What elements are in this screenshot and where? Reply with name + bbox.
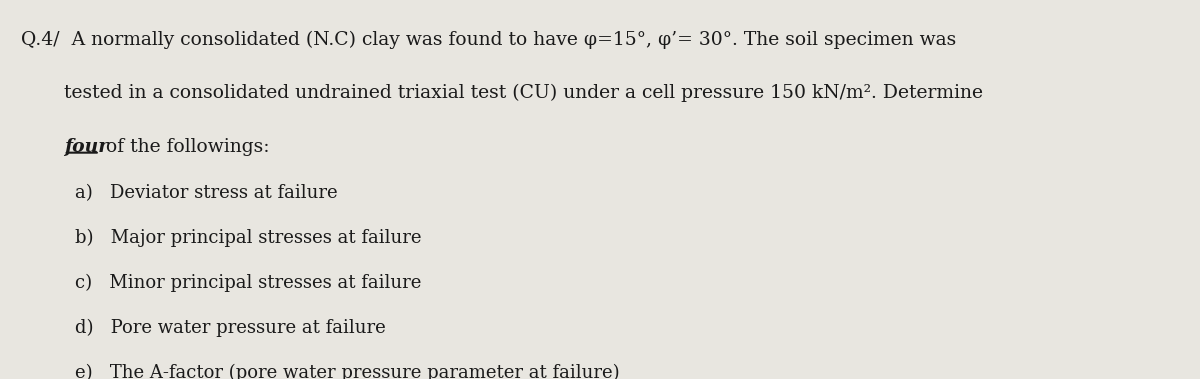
Text: a)   Deviator stress at failure: a) Deviator stress at failure bbox=[76, 184, 338, 202]
Text: b)   Major principal stresses at failure: b) Major principal stresses at failure bbox=[76, 229, 422, 247]
Text: Q.4/  A normally consolidated (N.C) clay was found to have φ=15°, φ’= 30°. The s: Q.4/ A normally consolidated (N.C) clay … bbox=[20, 31, 956, 49]
Text: e)   The A-factor (pore water pressure parameter at failure): e) The A-factor (pore water pressure par… bbox=[76, 364, 620, 379]
Text: tested in a consolidated undrained triaxial test (CU) under a cell pressure 150 : tested in a consolidated undrained triax… bbox=[64, 84, 983, 102]
Text: c)   Minor principal stresses at failure: c) Minor principal stresses at failure bbox=[76, 274, 421, 292]
Text: d)   Pore water pressure at failure: d) Pore water pressure at failure bbox=[76, 319, 386, 337]
Text: four: four bbox=[64, 138, 108, 156]
Text: of the followings:: of the followings: bbox=[100, 138, 269, 156]
